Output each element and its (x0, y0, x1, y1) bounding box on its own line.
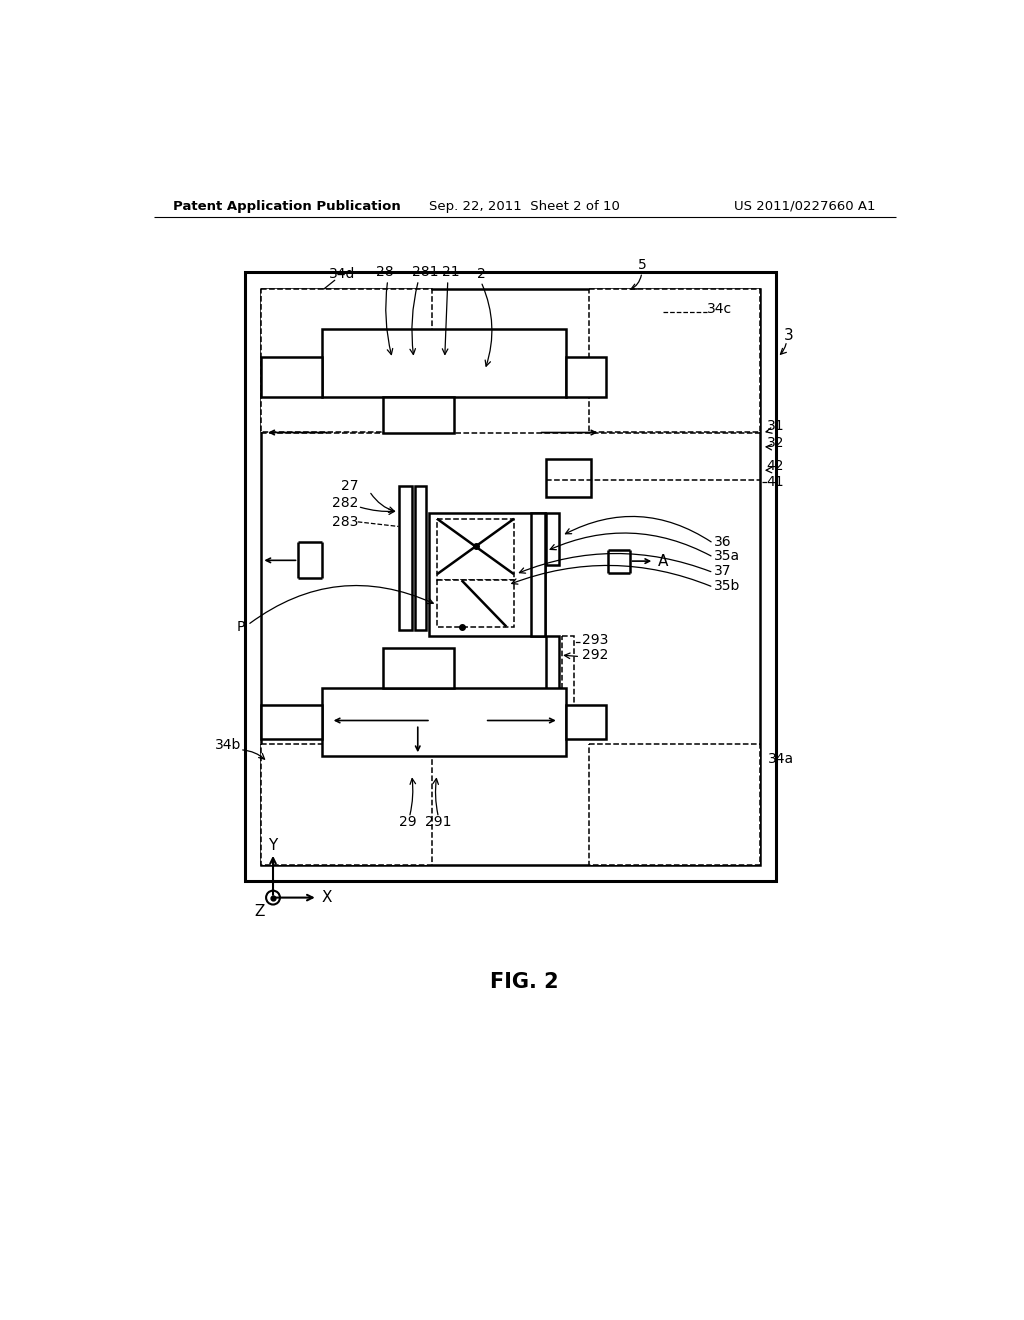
Bar (437, 519, 514, 581)
Text: 28: 28 (376, 265, 393, 280)
Text: 293: 293 (582, 634, 608, 647)
Text: 34d: 34d (330, 267, 355, 281)
Bar (261, 358, 322, 397)
Bar (437, 581, 514, 627)
Text: 31: 31 (767, 420, 784, 433)
Text: Patent Application Publication: Patent Application Publication (173, 199, 400, 213)
Bar (547, 512, 559, 565)
Text: US 2011/0227660 A1: US 2011/0227660 A1 (734, 199, 876, 213)
Text: 34c: 34c (707, 302, 731, 317)
Text: 36: 36 (714, 535, 732, 549)
Text: 5: 5 (638, 257, 647, 272)
Bar (547, 636, 559, 706)
Text: X: X (322, 890, 332, 906)
Text: 32: 32 (767, 437, 784, 450)
Bar (416, 486, 426, 631)
Text: A: A (658, 553, 669, 569)
Bar (429, 512, 545, 636)
Bar (566, 705, 606, 739)
Bar (566, 358, 606, 397)
Text: 2: 2 (477, 267, 485, 281)
Text: FIG. 2: FIG. 2 (490, 973, 559, 993)
Text: 34b: 34b (215, 738, 242, 752)
Bar (383, 648, 454, 688)
Text: 34a: 34a (768, 752, 795, 766)
Bar (383, 397, 454, 433)
Bar (547, 459, 591, 498)
Text: 291: 291 (425, 816, 452, 829)
Text: P: P (237, 619, 245, 634)
Bar (589, 743, 761, 866)
Text: 29: 29 (399, 816, 417, 829)
Text: 21: 21 (442, 265, 460, 280)
Bar (245, 272, 776, 880)
Text: 35b: 35b (714, 578, 740, 593)
Bar (261, 705, 322, 739)
Bar (531, 512, 545, 636)
Text: 27: 27 (341, 479, 358, 492)
Text: 35a: 35a (714, 549, 740, 562)
Text: Z: Z (254, 904, 264, 919)
Bar (562, 636, 574, 706)
Bar (261, 743, 432, 866)
Text: 41: 41 (767, 475, 784, 488)
Text: 292: 292 (582, 648, 608, 663)
Bar (398, 486, 413, 631)
Text: Y: Y (268, 838, 278, 853)
Text: 3: 3 (783, 327, 794, 343)
Bar (322, 688, 566, 756)
Text: 282: 282 (332, 496, 358, 511)
Text: Sep. 22, 2011  Sheet 2 of 10: Sep. 22, 2011 Sheet 2 of 10 (429, 199, 621, 213)
Text: 37: 37 (714, 564, 732, 578)
Bar (589, 289, 761, 432)
Bar (322, 330, 566, 397)
Text: 281: 281 (412, 265, 438, 280)
Bar (261, 289, 761, 866)
Text: 283: 283 (332, 515, 358, 529)
Bar (261, 289, 432, 432)
Text: 42: 42 (767, 459, 784, 474)
